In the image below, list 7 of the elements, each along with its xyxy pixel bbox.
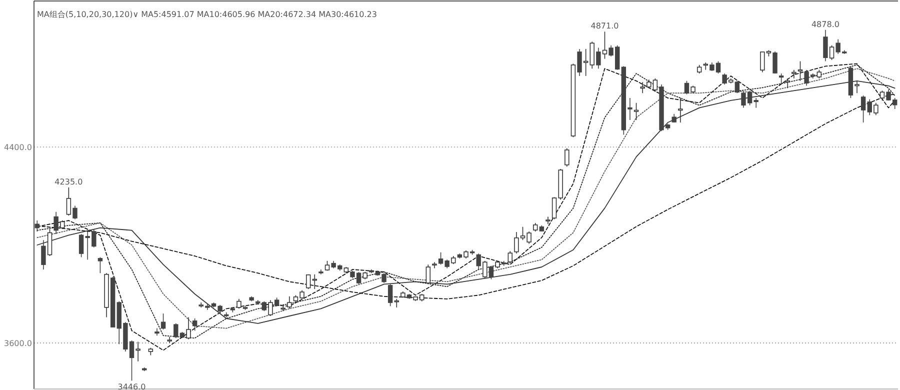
y-tick-label: 4400.0	[4, 142, 32, 152]
annotation: MA组合(5,10,20,30,120)∨ MA5:4591.07 MA10:4605.96 MA20:4672.34 MA30:4610.23	[37, 10, 377, 19]
annotation: 4235.0	[54, 177, 83, 186]
annotation: 4871.0	[590, 22, 619, 31]
y-tick-label: 3600.0	[4, 338, 32, 348]
annotation: 4878.0	[811, 20, 840, 29]
annotation: 3446.0	[118, 382, 146, 390]
